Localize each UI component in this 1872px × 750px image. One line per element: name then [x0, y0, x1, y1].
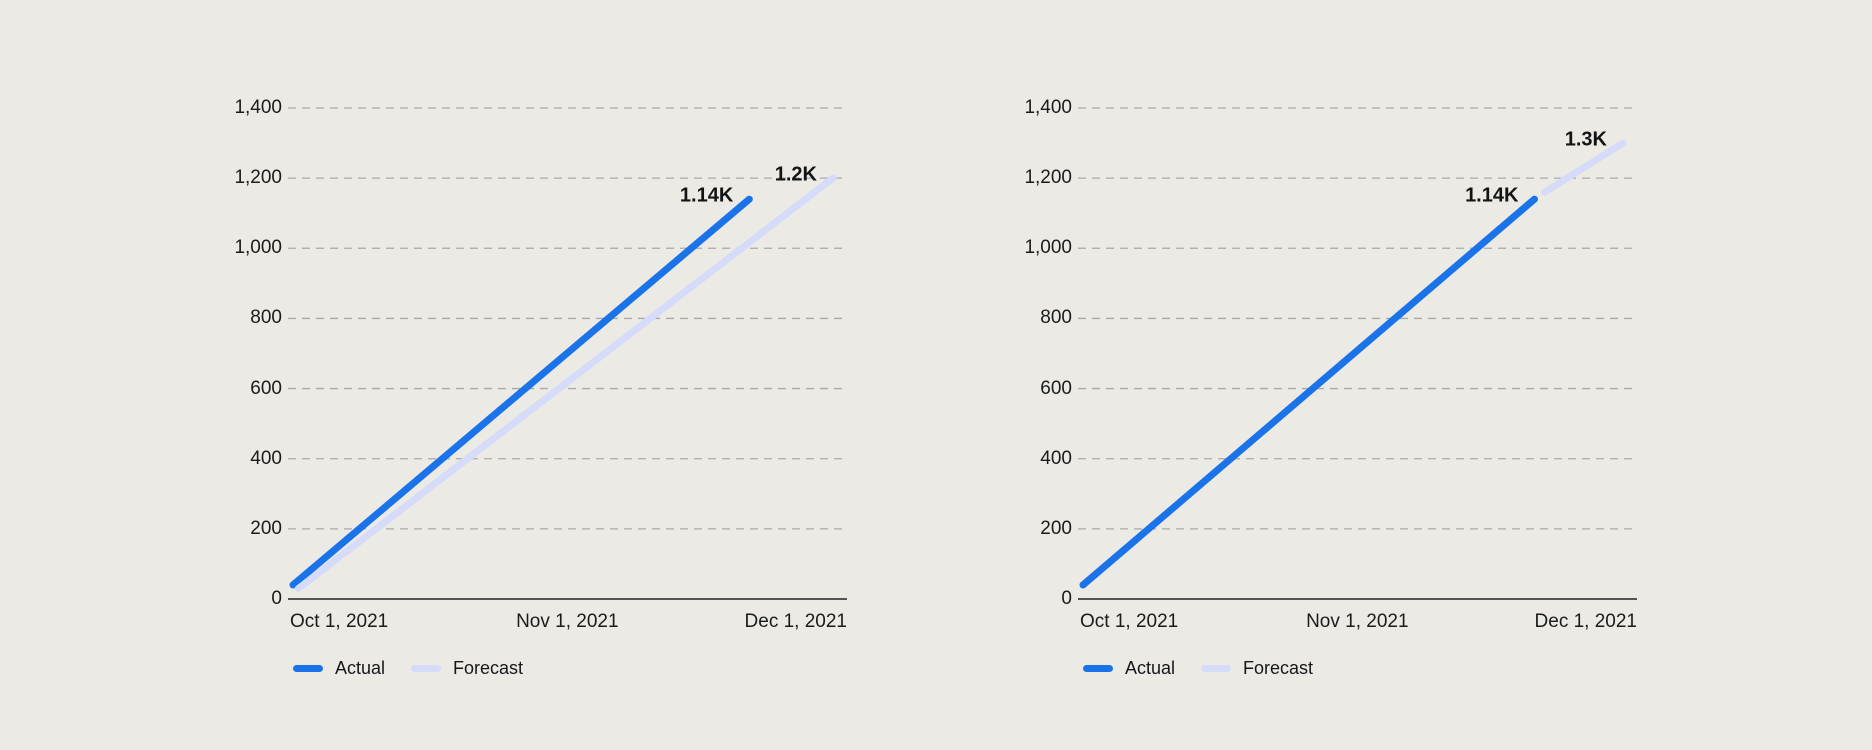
legend-label-forecast: Forecast — [1243, 658, 1314, 678]
y-axis-tick-label: 1,000 — [1024, 237, 1072, 259]
y-axis-tick-label: 200 — [250, 517, 282, 539]
y-axis-tick-label: 200 — [1040, 517, 1072, 539]
x-axis-tick-label: Dec 1, 2021 — [1534, 611, 1637, 632]
y-axis-tick-label: 0 — [1061, 588, 1072, 609]
chart-canvas — [288, 107, 847, 600]
legend-swatch-actual-icon — [293, 664, 323, 672]
y-axis-tick-label: 1,000 — [234, 237, 282, 259]
x-axis-tick-label: Dec 1, 2021 — [744, 611, 847, 632]
chart-canvas — [1078, 107, 1637, 600]
legend-label-actual: Actual — [335, 658, 386, 678]
y-axis-tick-label: 1,400 — [234, 97, 282, 118]
legend: Actual Forecast — [293, 657, 523, 679]
series-line-actual[interactable] — [289, 195, 753, 589]
legend-swatch-actual-icon — [1083, 664, 1113, 672]
legend-label-actual: Actual — [1125, 658, 1176, 678]
y-axis-tick-label: 0 — [271, 588, 282, 609]
x-axis-tick-label: Nov 1, 2021 — [1306, 611, 1409, 632]
legend-swatch-forecast-icon — [411, 664, 442, 672]
series-end-label-forecast: 1.2K — [774, 163, 817, 186]
y-axis-tick-label: 400 — [250, 447, 282, 469]
y-axis-tick-label: 800 — [1040, 307, 1072, 329]
series-end-label-actual: 1.14K — [1465, 184, 1519, 207]
x-axis-tick-label: Nov 1, 2021 — [516, 611, 619, 632]
series-end-label-actual: 1.14K — [679, 184, 734, 207]
legend-item-forecast[interactable]: Forecast — [411, 657, 523, 679]
legend: Actual Forecast — [1083, 657, 1313, 679]
legend-item-actual[interactable]: Actual — [1083, 657, 1175, 679]
x-axis-tick-label: Oct 1, 2021 — [290, 611, 389, 632]
legend-item-forecast[interactable]: Forecast — [1201, 657, 1313, 679]
series-line-forecast[interactable] — [1541, 139, 1627, 196]
chart-right-actual-vs-forecast: 1,400 1,200 1,000 800 600 400 200 0 Oct 1, 2021 N… — [997, 78, 1657, 728]
x-axis-tick-label: Oct 1, 2021 — [1080, 611, 1179, 632]
series-line-forecast[interactable] — [294, 174, 837, 592]
y-axis-tick-label: 1,200 — [1024, 167, 1072, 189]
legend-swatch-forecast-icon — [1201, 664, 1232, 672]
series-line-actual[interactable] — [1079, 195, 1538, 589]
series-end-label-forecast: 1.3K — [1564, 128, 1607, 151]
legend-label-forecast: Forecast — [453, 658, 524, 678]
y-axis-tick-label: 1,200 — [234, 167, 282, 189]
y-axis-tick-label: 600 — [250, 377, 282, 399]
y-axis-tick-label: 400 — [1040, 447, 1072, 469]
y-axis-tick-label: 1,400 — [1024, 97, 1072, 118]
y-axis-tick-label: 800 — [250, 307, 282, 329]
chart-left-actual-vs-forecast: 1,400 1,200 1,000 800 600 400 200 0 Oct 1, 2021 N… — [207, 78, 867, 728]
legend-item-actual[interactable]: Actual — [293, 657, 385, 679]
y-axis-tick-label: 600 — [1040, 377, 1072, 399]
